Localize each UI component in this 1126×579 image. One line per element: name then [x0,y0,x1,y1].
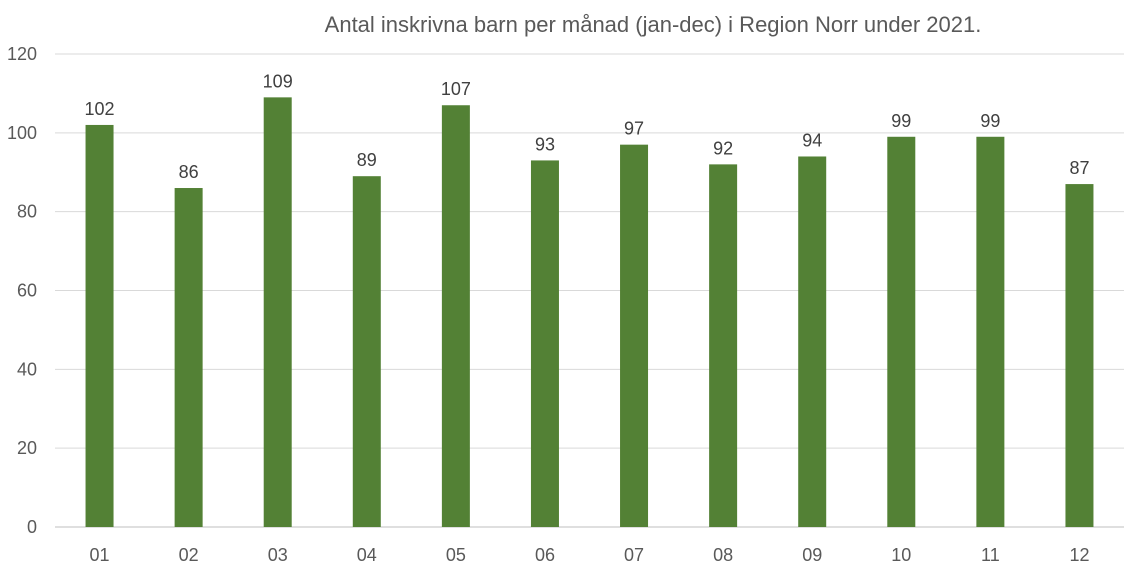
bar [85,124,114,527]
data-label: 107 [441,79,471,99]
bar [620,144,649,528]
data-label: 93 [535,134,555,154]
x-tick-label: 03 [268,545,288,565]
bar [887,136,916,527]
bar [530,160,559,528]
chart-title: Antal inskrivna barn per månad (jan-dec)… [324,12,982,37]
bar [1065,184,1094,527]
x-tick-label: 04 [357,545,377,565]
bar [976,136,1005,527]
bar [174,188,203,527]
data-label: 102 [85,99,115,119]
data-label: 86 [179,162,199,182]
bar [263,97,292,527]
bar [441,105,470,527]
data-label: 99 [891,111,911,131]
y-tick-label: 20 [17,438,37,458]
data-label: 92 [713,138,733,158]
x-tick-label: 10 [891,545,911,565]
bar [352,176,381,528]
data-label: 89 [357,150,377,170]
x-tick-label: 11 [981,545,1000,565]
data-label: 87 [1069,158,1089,178]
bar [709,164,738,527]
x-tick-label: 09 [802,545,822,565]
x-tick-label: 12 [1069,545,1089,565]
x-tick-label: 08 [713,545,733,565]
data-label: 97 [624,119,644,139]
y-tick-label: 100 [7,123,37,143]
data-label: 99 [980,111,1000,131]
data-label: 109 [263,71,293,91]
x-tick-label: 02 [179,545,199,565]
x-tick-label: 05 [446,545,466,565]
data-label: 94 [802,130,822,150]
x-tick-label: 06 [535,545,555,565]
x-tick-label: 07 [624,545,644,565]
y-tick-label: 0 [27,517,37,537]
y-tick-label: 80 [17,202,37,222]
bar [798,156,827,527]
y-tick-label: 120 [7,44,37,64]
y-tick-label: 60 [17,281,37,301]
x-tick-label: 01 [90,545,110,565]
y-tick-label: 40 [17,359,37,379]
